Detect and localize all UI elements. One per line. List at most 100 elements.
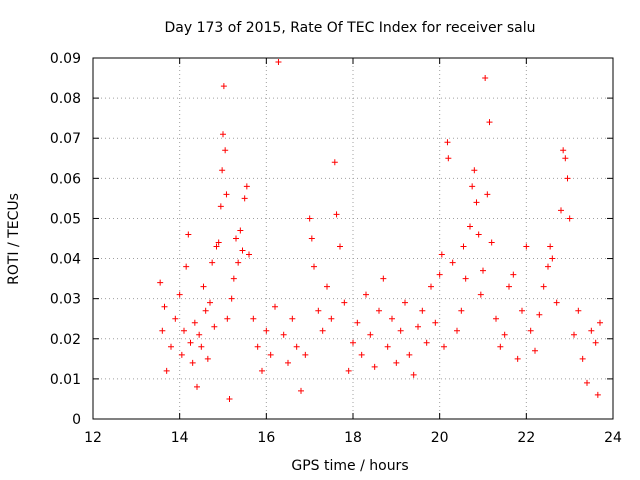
- data-point: [250, 315, 257, 322]
- data-point: [553, 299, 560, 306]
- data-point: [597, 319, 603, 326]
- data-point: [560, 147, 567, 154]
- data-point: [562, 155, 569, 162]
- data-point: [571, 331, 577, 338]
- data-point: [454, 327, 460, 334]
- data-point: [293, 343, 300, 350]
- axis-ticks: 12 14 16 18 20 22 24 0 0.01 0.02 0.03 0.04 0.05 0.06 0…: [50, 51, 622, 446]
- data-point: [449, 259, 456, 266]
- grid-layer: [93, 58, 613, 419]
- data-point: [230, 275, 237, 282]
- data-point: [410, 371, 417, 378]
- data-point: [480, 267, 486, 274]
- data-point: [428, 283, 434, 290]
- data-point: [259, 367, 265, 374]
- y-tick-label: 0: [72, 412, 81, 428]
- data-point: [594, 391, 601, 398]
- y-tick-label: 0.05: [50, 211, 81, 227]
- data-point: [393, 359, 400, 366]
- data-point: [207, 299, 213, 306]
- y-tick-label: 0.08: [50, 91, 81, 107]
- data-point: [157, 279, 164, 286]
- data-point: [235, 259, 242, 266]
- data-point: [341, 299, 348, 306]
- data-point: [376, 307, 382, 314]
- data-point: [345, 367, 352, 374]
- data-point: [324, 283, 330, 290]
- data-point: [213, 243, 220, 250]
- data-point: [419, 307, 426, 314]
- data-point: [588, 327, 595, 334]
- data-point: [196, 331, 203, 338]
- data-point: [592, 339, 599, 346]
- data-point: [226, 395, 233, 402]
- data-point: [222, 147, 229, 154]
- data-point: [536, 311, 543, 318]
- y-tick-label: 0.03: [50, 292, 81, 308]
- x-tick-label: 22: [517, 430, 535, 446]
- data-point: [384, 343, 391, 350]
- data-point: [306, 215, 313, 222]
- y-tick-label: 0.01: [50, 372, 81, 388]
- data-point: [178, 351, 185, 358]
- data-point: [406, 351, 413, 358]
- data-point: [575, 307, 582, 314]
- data-point: [363, 291, 369, 298]
- y-tick-label: 0.07: [50, 131, 81, 147]
- data-point: [223, 191, 230, 198]
- data-point: [371, 363, 378, 370]
- data-point: [460, 243, 467, 250]
- data-point: [484, 191, 491, 198]
- data-point: [467, 223, 473, 230]
- data-point: [558, 207, 564, 214]
- data-point: [354, 319, 361, 326]
- data-point: [501, 331, 508, 338]
- y-tick-label: 0.06: [50, 171, 81, 187]
- data-point: [532, 347, 538, 354]
- data-point: [254, 343, 261, 350]
- data-point: [224, 315, 231, 322]
- data-point: [402, 299, 408, 306]
- data-point: [172, 315, 179, 322]
- data-point: [181, 327, 187, 334]
- data-point: [389, 315, 395, 322]
- data-points: [157, 59, 603, 402]
- data-point: [220, 131, 226, 138]
- data-point: [482, 75, 489, 82]
- data-point: [579, 355, 586, 362]
- data-point: [350, 339, 356, 346]
- data-point: [263, 327, 270, 334]
- y-tick-label: 0.09: [50, 51, 81, 67]
- data-point: [438, 251, 445, 258]
- data-point: [415, 323, 421, 330]
- data-point: [477, 291, 484, 298]
- data-point: [220, 83, 227, 90]
- data-point: [163, 367, 170, 374]
- data-point: [289, 315, 296, 322]
- data-point: [285, 359, 291, 366]
- data-point: [272, 303, 278, 310]
- data-point: [191, 319, 198, 326]
- data-point: [202, 307, 209, 314]
- data-point: [519, 307, 525, 314]
- data-point: [475, 231, 482, 238]
- y-tick-label: 0.04: [50, 252, 81, 268]
- chart-title: Day 173 of 2015, Rate Of TEC Index for r…: [164, 20, 535, 36]
- x-tick-label: 16: [257, 430, 275, 446]
- data-point: [200, 283, 207, 290]
- data-point: [217, 203, 224, 210]
- data-point: [506, 283, 512, 290]
- data-point: [308, 235, 315, 242]
- data-point: [471, 167, 478, 174]
- data-point: [233, 235, 239, 242]
- data-point: [176, 291, 183, 298]
- data-point: [275, 59, 282, 66]
- data-point: [185, 231, 192, 238]
- x-tick-label: 12: [84, 430, 102, 446]
- data-point: [488, 239, 495, 246]
- data-point: [527, 327, 534, 334]
- data-point: [367, 331, 374, 338]
- data-point: [584, 379, 590, 386]
- data-point: [337, 243, 343, 250]
